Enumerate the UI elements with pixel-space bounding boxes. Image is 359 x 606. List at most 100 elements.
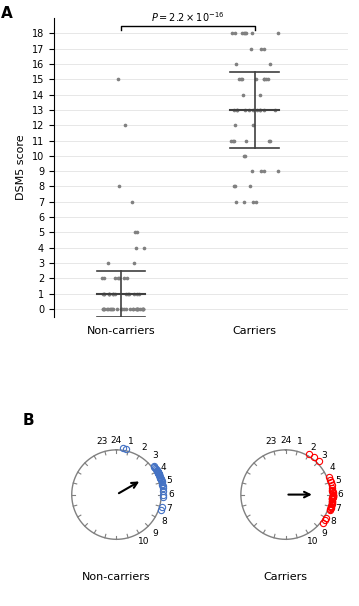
Point <box>258 166 264 176</box>
Point <box>126 288 132 298</box>
Point <box>234 105 240 115</box>
Point <box>116 273 122 283</box>
Text: 6: 6 <box>168 490 174 499</box>
Title: Carriers: Carriers <box>264 572 308 582</box>
Point <box>123 304 129 314</box>
Point <box>108 304 114 314</box>
Point <box>141 243 147 253</box>
Text: 6: 6 <box>337 490 343 499</box>
Point <box>132 227 138 237</box>
Title: Non-carriers: Non-carriers <box>82 572 151 582</box>
Text: 23: 23 <box>266 438 277 447</box>
Text: 5: 5 <box>335 476 341 485</box>
Point <box>246 105 252 115</box>
Point <box>114 304 120 314</box>
Point <box>130 304 136 314</box>
Text: 4: 4 <box>330 463 336 472</box>
Point <box>248 44 254 53</box>
Point <box>105 304 111 314</box>
Point <box>130 304 135 314</box>
Point <box>125 288 131 298</box>
Point <box>257 105 263 115</box>
Point <box>127 304 133 314</box>
Point <box>134 304 140 314</box>
Point <box>136 288 141 298</box>
Point <box>272 105 278 115</box>
Point <box>231 182 237 191</box>
Point <box>267 59 272 69</box>
Point <box>106 288 112 298</box>
Y-axis label: DSM5 score: DSM5 score <box>16 135 26 200</box>
Point <box>106 288 112 298</box>
Text: 9: 9 <box>152 528 158 538</box>
Point <box>241 151 246 161</box>
Point <box>240 90 246 99</box>
Point <box>134 227 140 237</box>
Point <box>275 166 281 176</box>
Point <box>233 197 239 207</box>
Point <box>239 75 245 84</box>
Point <box>257 90 263 99</box>
Point <box>261 105 267 115</box>
Point <box>112 288 118 298</box>
Point <box>101 304 107 314</box>
Point <box>247 182 253 191</box>
Point <box>275 28 281 38</box>
Point <box>231 136 237 145</box>
Point <box>134 304 139 314</box>
Point <box>134 304 139 314</box>
Point <box>112 273 117 283</box>
Point <box>250 105 256 115</box>
Point <box>242 28 247 38</box>
Point <box>232 28 238 38</box>
Point <box>232 182 238 191</box>
Point <box>101 304 107 314</box>
Point <box>123 288 129 298</box>
Point <box>121 273 127 283</box>
Text: 2: 2 <box>310 443 316 452</box>
Point <box>116 182 122 191</box>
Text: 24: 24 <box>280 436 291 445</box>
Point <box>249 166 255 176</box>
Point <box>106 288 112 298</box>
Point <box>242 151 248 161</box>
Point <box>232 105 237 115</box>
Point <box>257 105 263 115</box>
Text: 24: 24 <box>111 436 122 445</box>
Point <box>140 304 146 314</box>
Point <box>133 243 139 253</box>
Text: 8: 8 <box>330 518 336 527</box>
Point <box>107 304 113 314</box>
Point <box>254 105 260 115</box>
Point <box>242 105 248 115</box>
Point <box>101 288 107 298</box>
Text: A: A <box>1 6 13 21</box>
Point <box>253 197 258 207</box>
Point <box>261 75 267 84</box>
Point <box>118 304 124 314</box>
Point <box>101 304 106 314</box>
Text: 1: 1 <box>128 438 134 447</box>
Point <box>265 75 271 84</box>
Text: 5: 5 <box>166 476 172 485</box>
Point <box>236 75 242 84</box>
Point <box>110 304 116 314</box>
Point <box>253 75 259 84</box>
Text: $P = 2.2 \times 10^{-16}$: $P = 2.2 \times 10^{-16}$ <box>151 10 224 24</box>
Text: 3: 3 <box>152 451 158 461</box>
Point <box>140 304 146 314</box>
Point <box>243 136 249 145</box>
Point <box>232 121 238 130</box>
Point <box>109 304 115 314</box>
Point <box>250 121 256 130</box>
Point <box>110 288 116 298</box>
Point <box>139 304 145 314</box>
Point <box>267 136 272 145</box>
Point <box>105 258 111 268</box>
Point <box>261 75 267 84</box>
Point <box>243 28 249 38</box>
Point <box>233 59 238 69</box>
Point <box>239 28 245 38</box>
Text: 7: 7 <box>335 504 341 513</box>
Point <box>101 288 107 298</box>
